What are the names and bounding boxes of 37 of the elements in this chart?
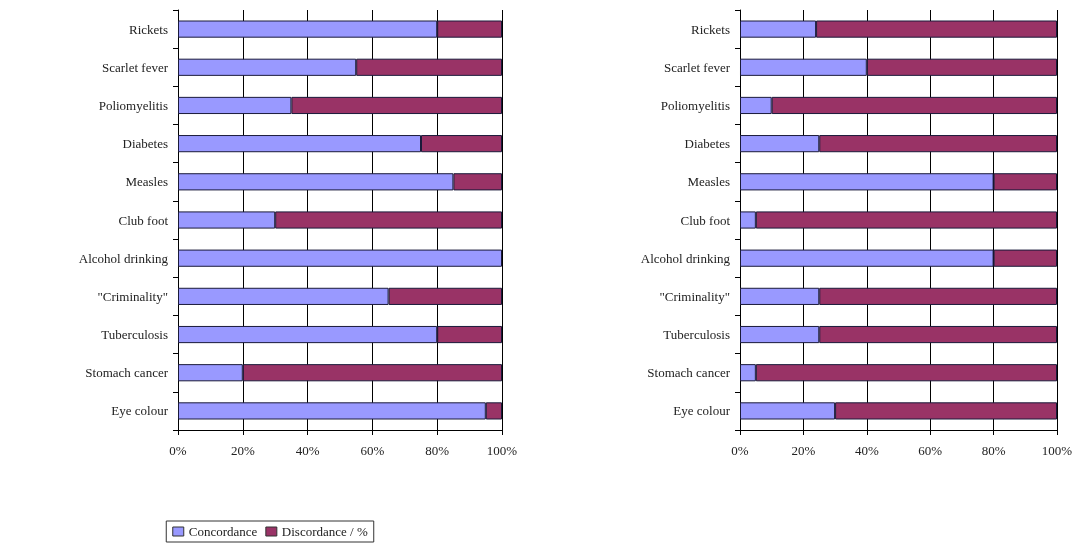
y-tick-label: Poliomyelitis: [98, 97, 168, 113]
x-tick-label: 0%: [731, 443, 749, 458]
y-tick-label: Eye colour: [111, 403, 169, 419]
y-tick-label: Scarlet fever: [101, 59, 169, 75]
legend-label: Concordance: [188, 524, 258, 539]
y-tick-label: Tuberculosis: [663, 327, 730, 343]
x-tick-label: 20%: [230, 443, 255, 458]
x-tick-label: 20%: [791, 443, 816, 458]
y-tick-label: Stomach cancer: [647, 365, 731, 381]
x-tick-label: 80%: [981, 443, 1006, 458]
y-tick-label: Rickets: [129, 21, 168, 37]
x-tick-label: 100%: [1041, 443, 1073, 458]
x-tick-label: 60%: [360, 443, 385, 458]
y-tick-label: Stomach cancer: [85, 365, 169, 381]
y-tick-label: Poliomyelitis: [660, 97, 730, 113]
bar: [178, 249, 502, 267]
y-tick-label: Diabetes: [684, 136, 730, 152]
y-tick-label: Alcohol drinking: [78, 250, 169, 266]
y-tick-label: Diabetes: [122, 136, 168, 152]
y-tick-label: Club foot: [680, 212, 731, 228]
y-tick-label: "Criminality": [97, 288, 168, 304]
y-tick-label: Scarlet fever: [663, 59, 731, 75]
y-tick-label: Club foot: [118, 212, 169, 228]
x-tick-label: 0%: [169, 443, 187, 458]
x-tick-label: 100%: [486, 443, 518, 458]
x-tick-label: 40%: [295, 443, 320, 458]
legend-label: Discordance / %: [281, 524, 368, 539]
x-tick-label: 40%: [854, 443, 879, 458]
y-tick-label: Measles: [687, 174, 730, 190]
y-tick-label: Measles: [125, 174, 168, 190]
x-tick-label: 60%: [918, 443, 943, 458]
x-tick-label: 80%: [425, 443, 450, 458]
y-tick-label: Alcohol drinking: [640, 250, 731, 266]
y-tick-label: Rickets: [691, 21, 730, 37]
y-tick-label: Tuberculosis: [101, 327, 168, 343]
y-tick-label: Eye colour: [673, 403, 731, 419]
y-tick-label: "Criminality": [659, 288, 730, 304]
